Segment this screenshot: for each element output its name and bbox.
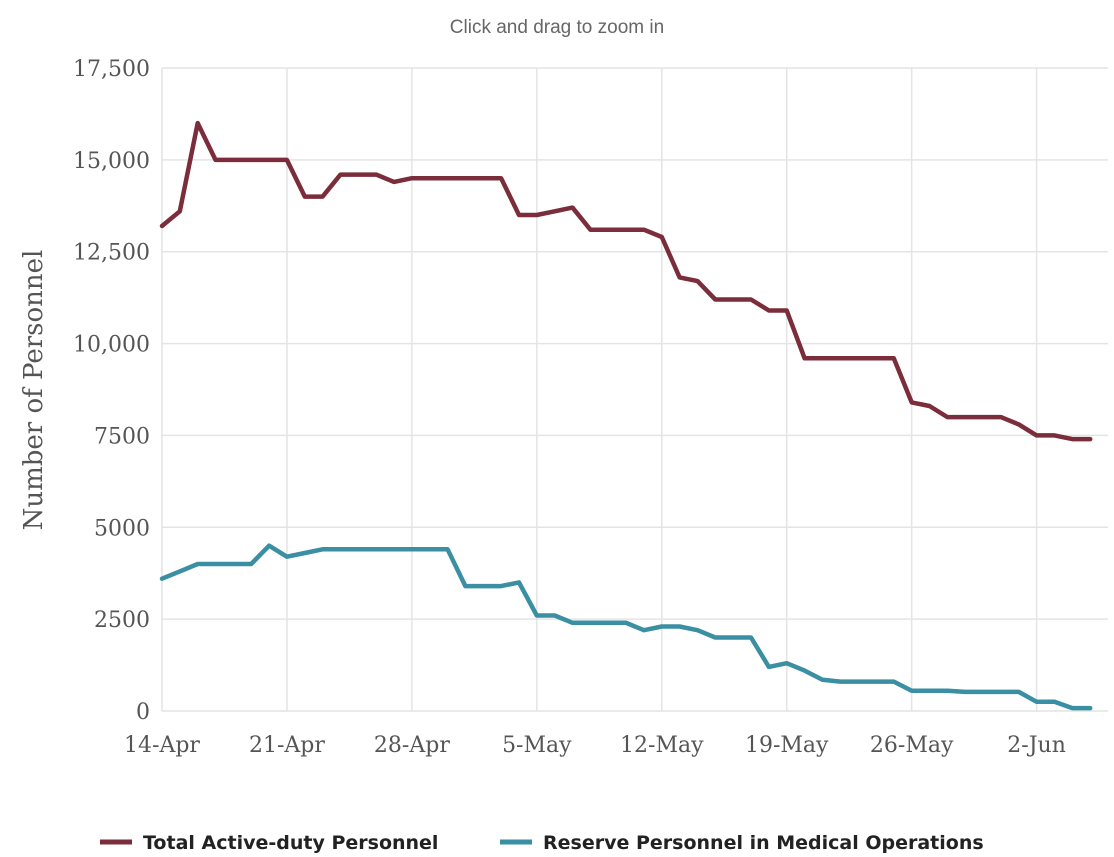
x-axis-ticks: 14-Apr 21-Apr 28-Apr 5-May 12-May 19-May 26-Ma…: [124, 733, 1066, 758]
y-tick-label: 15,000: [73, 149, 150, 174]
zoom-hint: Click and drag to zoom in: [450, 17, 664, 38]
y-tick-label: 0: [136, 700, 150, 725]
series-lines: [159, 120, 1093, 711]
x-tick-label: 28-Apr: [374, 733, 450, 758]
series-line-2[interactable]: [159, 543, 1093, 711]
x-tick-label: 19-May: [745, 733, 829, 758]
y-tick-label: 17,500: [73, 57, 150, 82]
x-tick-label: 5-May: [502, 733, 572, 758]
y-axis-ticks: 0 2500 5000 7500 10,000 12,500 15,000 17,500: [73, 57, 150, 725]
y-tick-label: 12,500: [73, 241, 150, 266]
grid: [161, 67, 1108, 712]
x-tick-label: 21-Apr: [249, 733, 325, 758]
legend-label[interactable]: Total Active-duty Personnel: [143, 832, 438, 854]
y-axis-label: Number of Personnel: [19, 250, 49, 531]
y-tick-label: 7500: [94, 424, 150, 449]
x-tick-label: 14-Apr: [124, 733, 200, 758]
series-line-1[interactable]: [159, 120, 1093, 442]
x-tick-label: 2-Jun: [1007, 733, 1066, 758]
legend-label[interactable]: Reserve Personnel in Medical Operations: [543, 832, 984, 854]
y-tick-label: 5000: [94, 516, 150, 541]
legend[interactable]: Total Active-duty Personnel Reserve Perso…: [100, 832, 984, 854]
x-tick-label: 26-May: [870, 733, 954, 758]
x-tick-label: 12-May: [620, 733, 704, 758]
y-tick-label: 2500: [94, 608, 150, 633]
y-tick-label: 10,000: [73, 333, 150, 358]
